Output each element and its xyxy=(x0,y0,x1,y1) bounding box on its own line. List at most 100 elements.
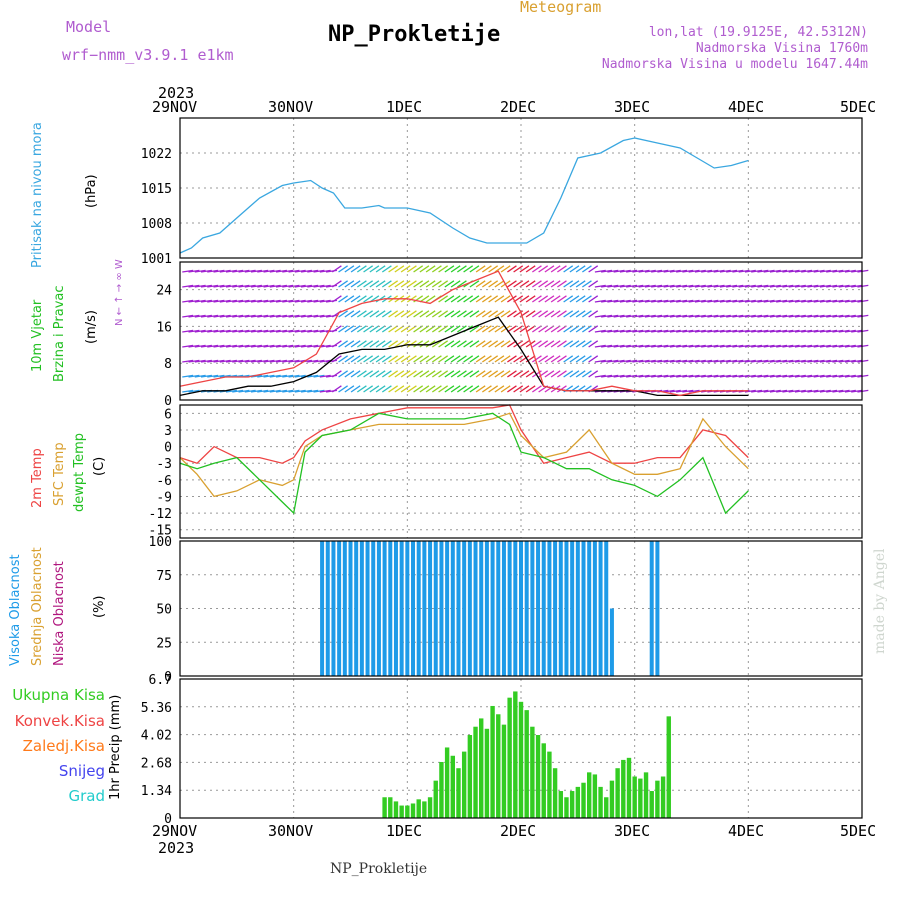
precip-bar xyxy=(467,735,473,818)
wind-arrow xyxy=(307,269,319,273)
wind-arrow xyxy=(807,284,819,288)
wind-arrow xyxy=(744,329,756,333)
wind-arrow xyxy=(294,314,306,318)
wind-arrow xyxy=(732,299,744,303)
wind-arrow xyxy=(769,314,781,318)
wind-arrow xyxy=(763,284,775,288)
wind-arrow xyxy=(288,329,300,333)
wind-arrow xyxy=(338,310,349,318)
wind-arrow xyxy=(594,269,606,273)
top-label-5: 4DEC xyxy=(728,98,765,116)
wind-arrow xyxy=(331,325,342,333)
wind-arrow xyxy=(313,329,325,333)
wind-arrow xyxy=(619,344,631,348)
wind-arrow xyxy=(294,329,306,333)
wind-arrow xyxy=(575,355,586,363)
wind-arrow xyxy=(757,389,769,393)
wind-arrow xyxy=(626,314,638,318)
wind-arrow xyxy=(356,325,367,333)
wind-arrow xyxy=(257,374,269,378)
wind-arrow xyxy=(182,389,194,393)
wind-arrow xyxy=(344,325,355,333)
wind-arrow xyxy=(857,344,869,348)
wind-arrow xyxy=(826,284,838,288)
wind-arrow xyxy=(701,374,713,378)
precip-bar xyxy=(382,797,387,818)
wind-colored-arrows-layer xyxy=(182,265,869,393)
wind-arrow xyxy=(657,269,669,273)
wind-arrow xyxy=(801,389,813,393)
wind-arrow xyxy=(450,385,461,393)
wind-arrow xyxy=(363,325,374,333)
wind-arrow xyxy=(632,269,644,273)
wind-arrow xyxy=(550,355,561,363)
wind-arrow xyxy=(613,344,625,348)
cloud-bar xyxy=(473,541,478,676)
wind-arrow xyxy=(232,269,244,273)
wind-arrow xyxy=(481,325,492,333)
wind-arrow xyxy=(588,295,599,303)
wind-arrow xyxy=(488,265,499,273)
wind-arrow xyxy=(832,299,844,303)
wind-arrow xyxy=(569,265,580,273)
wind-arrow xyxy=(826,269,838,273)
wind-arrow xyxy=(575,370,586,378)
wind-arrow xyxy=(282,269,294,273)
wind-arrow xyxy=(669,284,681,288)
wind-arrow xyxy=(669,374,681,378)
wind-arrow xyxy=(319,284,331,288)
wind-arrow xyxy=(381,265,392,273)
wind-arrow xyxy=(757,284,769,288)
wind-arrow xyxy=(594,284,606,288)
cloud-bar xyxy=(598,541,603,676)
wind-arrow xyxy=(319,269,331,273)
y-tick-label: 100 xyxy=(149,535,172,550)
wind-arrow xyxy=(463,385,474,393)
wind-arrow xyxy=(713,284,725,288)
wind-arrow xyxy=(531,340,542,348)
wind-arrow xyxy=(588,265,599,273)
wind-arrow xyxy=(613,299,625,303)
wind-arrow xyxy=(356,265,367,273)
wind-arrow xyxy=(456,295,467,303)
wind-arrow xyxy=(694,284,706,288)
wind-arrow xyxy=(413,385,424,393)
wind-arrow xyxy=(331,280,342,288)
cloud-bar xyxy=(337,541,342,676)
wind-arrow xyxy=(694,329,706,333)
y-tick-label: 1.34 xyxy=(141,784,172,799)
wind-arrow xyxy=(456,385,467,393)
wind-arrow xyxy=(619,299,631,303)
wind-arrow xyxy=(319,344,331,348)
wind-arrow xyxy=(419,355,430,363)
wind-arrow xyxy=(275,344,288,348)
wind-arrow xyxy=(363,385,374,393)
wind-arrow xyxy=(400,370,411,378)
wind-arrow xyxy=(344,310,355,318)
wind-arrow xyxy=(726,329,738,333)
wind-arrow xyxy=(582,355,592,363)
wind-arrow xyxy=(394,280,405,288)
wind-arrow xyxy=(232,344,244,348)
wind-arrow xyxy=(294,284,306,288)
wind-arrow xyxy=(538,340,549,348)
wind-arrow xyxy=(438,340,449,348)
wind-arrow xyxy=(207,299,219,303)
wind-arrow xyxy=(400,280,411,288)
wind-arrow xyxy=(450,340,461,348)
wind-arrow xyxy=(657,284,669,288)
wind-arrow xyxy=(669,269,681,273)
wind-arrow xyxy=(225,344,238,348)
panel-frame xyxy=(179,540,863,677)
wind-arrow xyxy=(282,299,294,303)
wind-arrow xyxy=(544,310,555,318)
wind-arrow xyxy=(238,284,250,288)
precip-bar xyxy=(507,697,512,818)
wind-arrow xyxy=(832,269,844,273)
wind-arrow xyxy=(801,374,813,378)
wind-arrow xyxy=(419,265,430,273)
wind-arrow xyxy=(375,385,386,393)
y-tick-label: -12 xyxy=(149,507,172,522)
wind-arrow xyxy=(419,385,430,393)
wind-arrow xyxy=(338,340,349,348)
